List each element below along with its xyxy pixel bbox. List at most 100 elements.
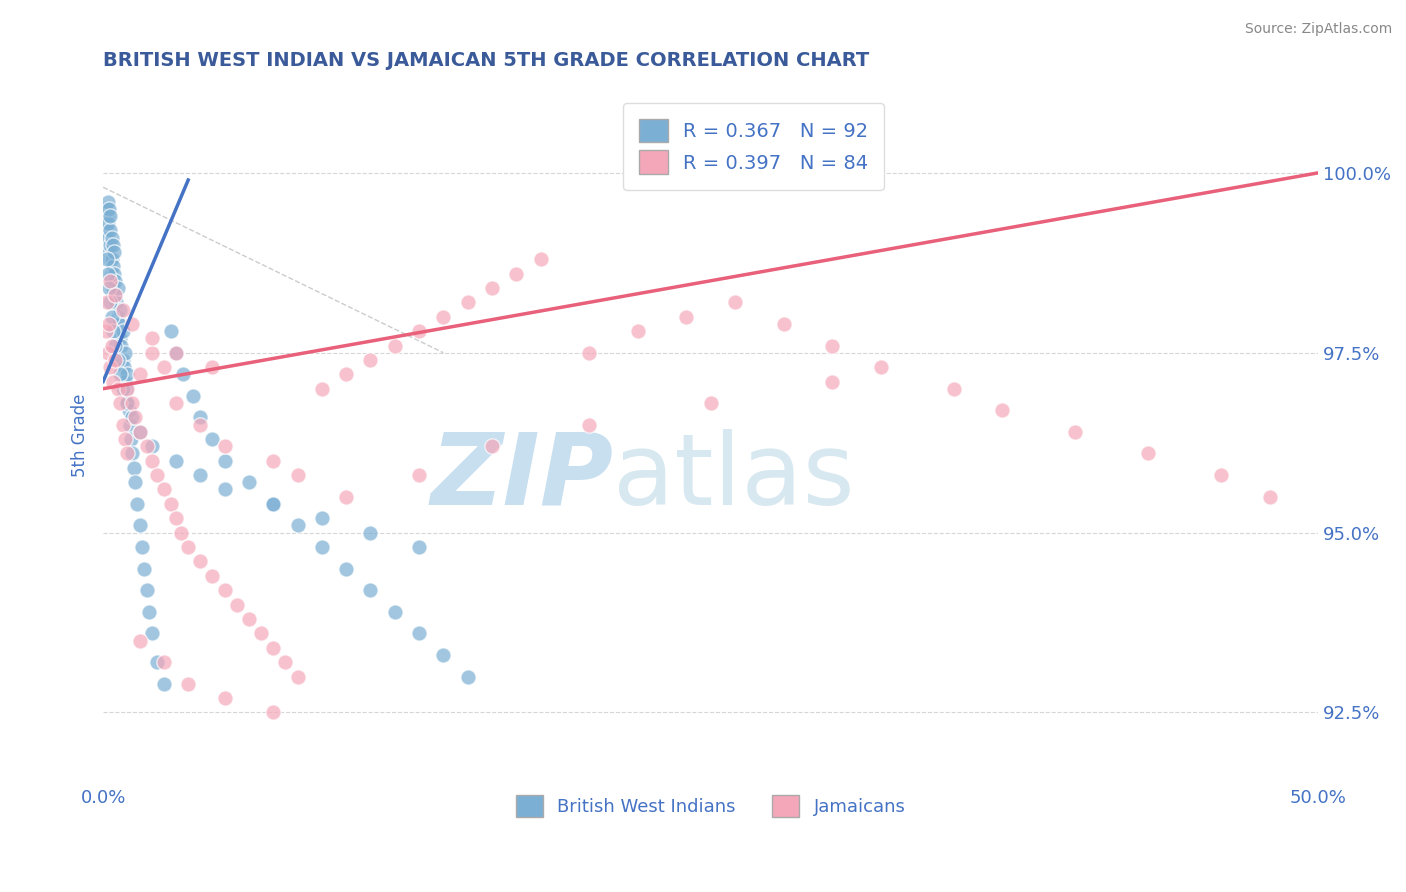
Point xyxy=(160,324,183,338)
Point xyxy=(128,368,150,382)
Point xyxy=(107,310,129,324)
Point xyxy=(201,432,224,446)
Point xyxy=(145,655,167,669)
Point xyxy=(481,439,503,453)
Text: BRITISH WEST INDIAN VS JAMAICAN 5TH GRADE CORRELATION CHART: BRITISH WEST INDIAN VS JAMAICAN 5TH GRAD… xyxy=(103,51,869,70)
Point xyxy=(287,468,309,483)
Point xyxy=(96,295,118,310)
Point xyxy=(821,338,844,352)
Point xyxy=(238,612,260,626)
Point xyxy=(101,237,124,252)
Point xyxy=(98,281,121,295)
Point xyxy=(96,223,118,237)
Point xyxy=(335,368,357,382)
Point xyxy=(107,382,129,396)
Point xyxy=(117,368,139,382)
Point xyxy=(100,360,122,375)
Point xyxy=(1258,490,1281,504)
Point xyxy=(135,439,157,453)
Point xyxy=(94,216,117,230)
Point xyxy=(172,368,194,382)
Point xyxy=(94,324,117,338)
Point xyxy=(457,669,479,683)
Point xyxy=(335,490,357,504)
Point xyxy=(105,295,128,310)
Point xyxy=(108,317,131,331)
Point xyxy=(111,324,134,338)
Point xyxy=(138,605,160,619)
Point xyxy=(97,230,120,244)
Text: Source: ZipAtlas.com: Source: ZipAtlas.com xyxy=(1244,22,1392,37)
Point xyxy=(214,691,236,706)
Point xyxy=(250,626,273,640)
Point xyxy=(120,432,142,446)
Point xyxy=(107,353,129,368)
Point xyxy=(128,518,150,533)
Point xyxy=(274,655,297,669)
Legend: British West Indians, Jamaicans: British West Indians, Jamaicans xyxy=(509,788,912,824)
Point xyxy=(117,396,139,410)
Point xyxy=(177,676,200,690)
Point xyxy=(96,252,118,267)
Point xyxy=(114,345,136,359)
Point xyxy=(991,403,1014,417)
Point xyxy=(104,274,127,288)
Point xyxy=(262,640,284,655)
Point xyxy=(145,468,167,483)
Point xyxy=(121,446,143,460)
Point xyxy=(153,360,176,375)
Point xyxy=(127,497,149,511)
Point xyxy=(214,453,236,467)
Point xyxy=(432,310,454,324)
Point xyxy=(262,497,284,511)
Point xyxy=(1209,468,1232,483)
Point xyxy=(359,525,381,540)
Point xyxy=(153,483,176,497)
Point xyxy=(505,267,527,281)
Point xyxy=(408,626,430,640)
Point xyxy=(335,561,357,575)
Point xyxy=(134,561,156,575)
Point xyxy=(111,353,134,368)
Point xyxy=(96,209,118,223)
Point xyxy=(359,583,381,598)
Point xyxy=(675,310,697,324)
Point xyxy=(108,331,131,345)
Text: atlas: atlas xyxy=(613,429,855,526)
Point xyxy=(141,626,163,640)
Point xyxy=(110,338,132,352)
Point xyxy=(104,288,127,302)
Point xyxy=(100,252,122,267)
Point xyxy=(111,417,134,432)
Point xyxy=(188,417,211,432)
Point xyxy=(408,540,430,554)
Point xyxy=(101,260,124,274)
Point xyxy=(359,353,381,368)
Point xyxy=(108,396,131,410)
Point xyxy=(111,382,134,396)
Point xyxy=(100,237,122,252)
Point xyxy=(112,360,135,375)
Point xyxy=(100,230,122,244)
Point xyxy=(98,245,121,260)
Point xyxy=(97,194,120,209)
Point xyxy=(104,353,127,368)
Point xyxy=(165,345,187,359)
Point xyxy=(103,281,125,295)
Point xyxy=(101,375,124,389)
Point xyxy=(100,274,122,288)
Point xyxy=(117,396,139,410)
Point xyxy=(103,245,125,260)
Point xyxy=(165,511,187,525)
Point xyxy=(117,382,139,396)
Point xyxy=(114,432,136,446)
Point xyxy=(529,252,551,267)
Point xyxy=(114,375,136,389)
Point xyxy=(121,317,143,331)
Point xyxy=(108,302,131,317)
Point xyxy=(122,460,145,475)
Point xyxy=(188,410,211,425)
Point xyxy=(141,453,163,467)
Point xyxy=(98,202,121,216)
Point xyxy=(101,274,124,288)
